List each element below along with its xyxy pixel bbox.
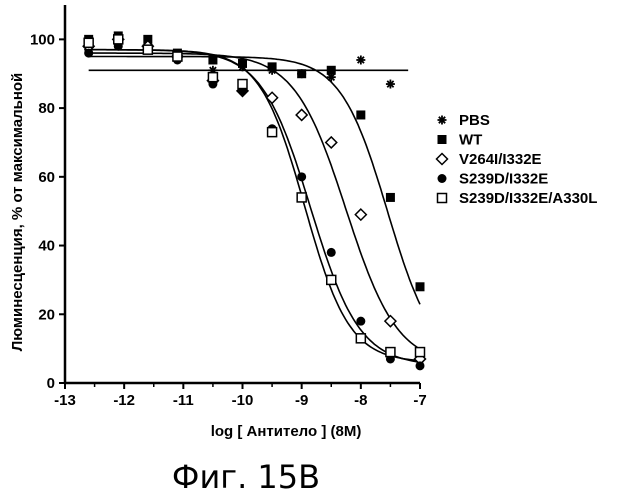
data-point-1-4	[208, 55, 217, 64]
data-point-1-11	[416, 282, 425, 291]
data-point-4-8	[327, 275, 336, 284]
y-tick-label: 100	[30, 31, 55, 48]
fit-curve	[89, 50, 420, 363]
plot-axes: 0 20 40 60 80 100 -13 -12 -11 -10 -9 -8 -7	[30, 5, 427, 409]
y-tick-label: 60	[38, 169, 55, 186]
data-point-4-5	[238, 80, 247, 89]
legend-marker-3	[438, 174, 447, 183]
legend-label-4: S239D/I332E/A330L	[459, 190, 597, 207]
x-axis-label: log [ Антитело ] (8M)	[211, 423, 362, 440]
legend-label-1: WT	[459, 132, 482, 149]
data-point-4-3	[173, 52, 182, 61]
x-tick-label: -10	[232, 392, 254, 409]
legend-label-0: PBS	[459, 112, 490, 129]
fit-curve	[89, 57, 420, 305]
data-point-4-1	[114, 35, 123, 44]
y-tick-label: 80	[38, 100, 55, 117]
data-points	[83, 31, 425, 370]
data-point-3-11	[416, 361, 425, 370]
data-point-1-6	[268, 62, 277, 71]
data-point-3-8	[327, 248, 336, 257]
data-point-4-10	[386, 348, 395, 357]
legend-marker-1	[438, 135, 447, 144]
x-tick-label: -9	[295, 392, 308, 409]
data-point-1-8	[327, 66, 336, 75]
x-tick-label: -11	[173, 392, 194, 409]
y-tick-label: 0	[47, 375, 55, 392]
y-tick-label: 40	[38, 238, 55, 255]
data-point-2-7	[296, 109, 307, 120]
figure-caption: Фиг. 15B	[172, 458, 320, 496]
y-axis-label: Люминесценция, % от максимальной	[9, 73, 26, 352]
data-point-1-9	[356, 110, 365, 119]
data-point-4-0	[84, 38, 93, 47]
x-tick-label: -7	[413, 392, 426, 409]
x-tick-label: -8	[354, 392, 367, 409]
data-point-3-9	[356, 317, 365, 326]
data-point-4-11	[416, 348, 425, 357]
data-point-4-9	[356, 334, 365, 343]
data-point-1-10	[386, 193, 395, 202]
legend-marker-2	[437, 154, 448, 165]
data-point-4-7	[297, 193, 306, 202]
data-point-1-5	[238, 59, 247, 68]
data-point-2-8	[326, 137, 337, 148]
data-point-0-10	[386, 80, 395, 89]
legend-marker-0	[438, 116, 447, 125]
y-tick-label: 20	[38, 306, 55, 323]
data-point-0-9	[356, 55, 365, 64]
data-point-4-2	[143, 45, 152, 54]
fit-curves	[89, 50, 420, 363]
data-point-4-4	[208, 73, 217, 82]
x-tick-label: -12	[113, 392, 135, 409]
x-tick-label: -13	[54, 392, 76, 409]
legend-marker-4	[438, 194, 447, 203]
data-point-4-6	[268, 128, 277, 137]
data-point-3-0	[84, 49, 93, 58]
legend-label-3: S239D/I332E	[459, 171, 548, 188]
data-point-2-9	[355, 209, 366, 220]
fit-curve	[89, 53, 420, 349]
legend: PBS WT V264I/I332E S239D/I332E S239D/I332E/A…	[437, 112, 598, 207]
fit-curve	[89, 50, 420, 361]
data-point-1-7	[297, 69, 306, 78]
data-point-3-7	[297, 172, 306, 181]
legend-label-2: V264I/I332E	[459, 151, 542, 168]
